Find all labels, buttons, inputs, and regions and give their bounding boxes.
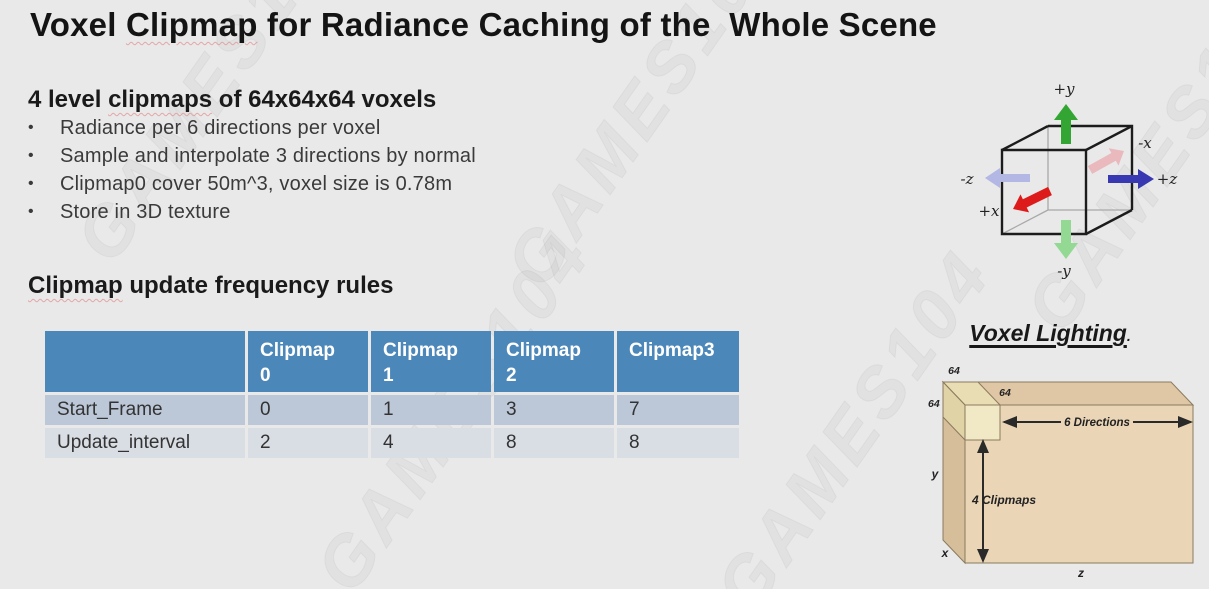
heading-pre: 4 level <box>28 86 109 113</box>
clipmap-section-heading: 4 level clipmaps of 64x64x64 voxels <box>28 86 436 114</box>
dim-64-mid-label: 64 <box>999 387 1011 399</box>
cell-value: 8 <box>617 428 739 458</box>
cell-value: 1 <box>371 395 491 425</box>
table-header-cell-empty <box>45 331 245 392</box>
six-directions-label: 6 Directions <box>1064 417 1130 429</box>
arrow-head-right-icon <box>1178 416 1193 428</box>
bullet-text: Clipmap0 cover 50m^3, voxel size is 0.78… <box>60 173 453 195</box>
minus-x-label: -x <box>1138 134 1152 152</box>
four-clipmaps-arrow: 4 Clipmaps <box>971 439 1036 563</box>
plus-z-arrow-icon <box>1108 169 1154 189</box>
voxel-direction-cube-diagram: +y -y -z +z +x -x <box>940 60 1200 290</box>
voxel-diagram-svg: 6 Directions 4 Clipmaps 64 64 64 y x z <box>928 365 1195 580</box>
clipmap-frequency-table: Clipmap 0 Clipmap 1 Clipmap 2 Clipmap3 S… <box>42 328 742 461</box>
bullet-icon: • <box>28 147 34 164</box>
row-label: Update_interval <box>45 428 245 458</box>
arrow-head-left-icon <box>1002 416 1017 428</box>
list-item: • Clipmap0 cover 50m^3, voxel size is 0.… <box>28 170 648 198</box>
bullet-icon: • <box>28 203 34 220</box>
list-item: • Radiance per 6 directions per voxel <box>28 114 648 142</box>
axis-y-label: y <box>931 467 940 481</box>
slide-title-post: for Radiance Caching of the Whole Scene <box>257 6 937 43</box>
table-row: Start_Frame 0 1 3 7 <box>45 395 739 425</box>
row-label: Start_Frame <box>45 395 245 425</box>
label-backing <box>1061 413 1133 430</box>
cell-value: 7 <box>617 395 739 425</box>
slab-front-face <box>964 404 1194 564</box>
plus-y-arrow-icon <box>1054 104 1078 144</box>
table-header-cell-clipmap3: Clipmap3 <box>617 331 739 392</box>
plus-y-label: +y <box>1053 80 1075 98</box>
heading-misspelled-word: clipmaps <box>108 86 213 113</box>
heading-post: update frequency rules <box>122 272 394 299</box>
plus-z-label: +z <box>1157 170 1178 188</box>
cell-value: 4 <box>371 428 491 458</box>
voxel-cube-front-face <box>964 404 1001 441</box>
bullet-text: Radiance per 6 directions per voxel <box>60 117 381 139</box>
bullet-icon: • <box>28 175 34 192</box>
six-directions-arrow: 6 Directions <box>1002 413 1193 430</box>
minus-x-arrow-icon <box>1087 148 1124 174</box>
axis-x-label: x <box>941 546 950 560</box>
minus-z-arrow-icon <box>985 168 1030 188</box>
table-header-cell-clipmap0: Clipmap 0 <box>248 331 368 392</box>
voxel-lighting-diagram: 6 Directions 4 Clipmaps 64 64 64 y x z <box>925 355 1209 587</box>
texture-slab <box>941 380 1195 565</box>
cell-value: 2 <box>248 428 368 458</box>
cell-value: 8 <box>494 428 614 458</box>
cell-value: 3 <box>494 395 614 425</box>
minus-y-label: -y <box>1057 262 1071 280</box>
slide-title: Voxel Clipmap for Radiance Caching of th… <box>30 6 937 44</box>
slide-title-misspelled-word: Clipmap <box>125 6 258 43</box>
dim-64-top-label: 64 <box>948 365 960 377</box>
cell-value: 0 <box>248 395 368 425</box>
voxel-lighting-title: Voxel Lighting. <box>940 320 1160 347</box>
table-header-cell-clipmap2: Clipmap 2 <box>494 331 614 392</box>
arrow-head-up-icon <box>977 439 989 453</box>
voxel-lighting-title-period: . <box>1126 328 1131 344</box>
heading-misspelled-word: Clipmap <box>28 272 123 299</box>
cube-edges <box>1000 124 1134 236</box>
minus-y-arrow-icon <box>1054 220 1078 259</box>
rules-section-heading: Clipmap update frequency rules <box>28 272 393 300</box>
arrow-head-down-icon <box>977 549 989 563</box>
plus-x-arrow-icon <box>1013 186 1052 213</box>
table-header-row: Clipmap 0 Clipmap 1 Clipmap 2 Clipmap3 <box>45 331 739 392</box>
bullet-icon: • <box>28 119 34 136</box>
list-item: • Store in 3D texture <box>28 198 648 226</box>
heading-post: of 64x64x64 voxels <box>212 86 437 113</box>
voxel-lighting-title-text: Voxel Lighting <box>969 320 1127 346</box>
list-item: • Sample and interpolate 3 directions by… <box>28 142 648 170</box>
table-header-cell-clipmap1: Clipmap 1 <box>371 331 491 392</box>
slide-title-pre: Voxel <box>30 6 126 43</box>
bullet-text: Store in 3D texture <box>60 201 231 223</box>
dim-64-left-label: 64 <box>928 398 940 410</box>
cube-diagram-svg: +y -y -z +z +x -x <box>961 80 1178 280</box>
bullet-text: Sample and interpolate 3 directions by n… <box>60 145 476 167</box>
clipmap-bullet-list: • Radiance per 6 directions per voxel • … <box>28 114 648 226</box>
four-clipmaps-label: 4 Clipmaps <box>971 493 1036 507</box>
plus-x-label: +x <box>978 202 1000 220</box>
table-row: Update_interval 2 4 8 8 <box>45 428 739 458</box>
axis-z-label: z <box>1077 566 1084 580</box>
minus-z-label: -z <box>961 170 974 188</box>
